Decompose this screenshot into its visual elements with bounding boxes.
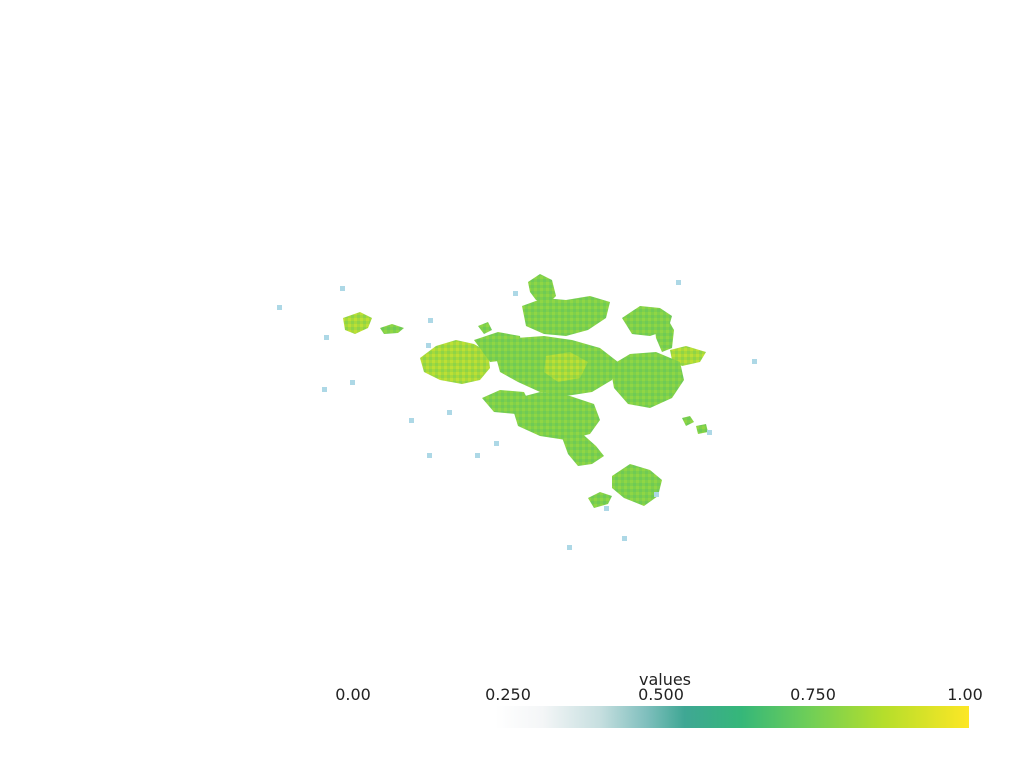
isolated-point <box>324 335 329 340</box>
scalar-bar-gradient <box>495 706 969 728</box>
scalar-bar-tick: 0.00 <box>335 685 371 704</box>
cluster-left-tiny <box>380 324 404 334</box>
cluster-lower-right-dot <box>682 416 694 426</box>
isolated-point <box>426 343 431 348</box>
isolated-point <box>322 387 327 392</box>
cluster-lower-right-dot2 <box>696 424 708 434</box>
isolated-point <box>513 291 518 296</box>
cluster-left-small <box>343 312 372 334</box>
isolated-point <box>654 492 659 497</box>
point-cloud-clusters <box>343 274 708 508</box>
isolated-point <box>428 318 433 323</box>
isolated-point <box>427 453 432 458</box>
isolated-point <box>622 536 627 541</box>
isolated-point <box>277 305 282 310</box>
isolated-point <box>567 545 572 550</box>
isolated-point <box>604 506 609 511</box>
cluster-lower-tail <box>560 430 604 466</box>
isolated-point <box>350 380 355 385</box>
cluster-right-arm <box>670 346 706 366</box>
isolated-points <box>277 280 757 550</box>
isolated-point <box>494 441 499 446</box>
cluster-center-highlight <box>544 352 588 382</box>
cluster-right-body <box>610 352 684 408</box>
isolated-point <box>409 418 414 423</box>
cluster-bottom-slab <box>612 464 662 506</box>
isolated-point <box>752 359 757 364</box>
isolated-point <box>447 410 452 415</box>
scalar-bar-tick: 0.500 <box>638 685 684 704</box>
isolated-point <box>707 430 712 435</box>
cluster-hook <box>478 322 492 334</box>
isolated-point <box>475 453 480 458</box>
isolated-point <box>676 280 681 285</box>
cluster-lower <box>510 392 600 440</box>
scalar-bar-title: values <box>638 670 692 689</box>
cluster-right-column <box>654 316 674 352</box>
scalar-bar-tick: 0.250 <box>485 685 531 704</box>
cluster-top-stem <box>528 274 556 304</box>
isolated-point <box>340 286 345 291</box>
cluster-left-lobe <box>420 340 490 384</box>
cluster-top-arm <box>522 296 610 336</box>
scalar-bar-tick: 1.00 <box>947 685 983 704</box>
cluster-bottom-small <box>588 492 612 508</box>
scalar-bar-tick: 0.750 <box>790 685 836 704</box>
